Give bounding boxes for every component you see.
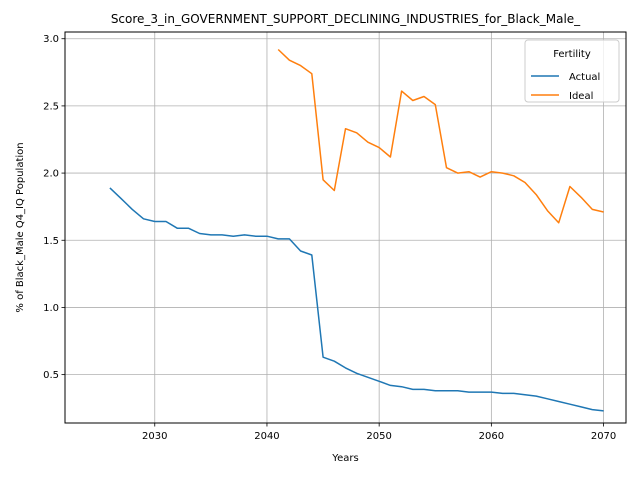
y-tick-label: 3.0 [43, 34, 59, 45]
legend-label: Ideal [569, 91, 593, 102]
series-line-ideal [277, 48, 604, 224]
y-tick-label: 2.0 [43, 169, 59, 180]
y-axis-label: % of Black_Male Q4_IQ Population [15, 142, 26, 312]
y-tick-label: 1.0 [43, 303, 59, 314]
legend-title: Fertility [553, 49, 591, 60]
x-tick-label: 2050 [366, 431, 391, 442]
x-tick-label: 2030 [142, 431, 167, 442]
plot-frame [64, 31, 627, 424]
x-tick-label: 2070 [591, 431, 616, 442]
x-tick-label: 2060 [479, 431, 504, 442]
series-line-actual [109, 187, 604, 412]
legend: Fertility Actual Ideal [524, 39, 620, 103]
chart-title: Score_3_in_GOVERNMENT_SUPPORT_DECLINING_… [111, 12, 581, 26]
series-lines [109, 48, 604, 412]
y-tick-label: 1.5 [43, 236, 59, 247]
y-tick-label: 2.5 [43, 101, 59, 112]
x-axis-label: Years [331, 453, 358, 464]
legend-box [524, 39, 620, 103]
legend-label: Actual [569, 72, 600, 83]
grid [65, 32, 626, 423]
y-axis: 0.5 1.0 1.5 2.0 2.5 3.0 [43, 34, 65, 381]
x-axis: 2030 2040 2050 2060 2070 [142, 423, 616, 442]
y-tick-label: 0.5 [43, 370, 59, 381]
x-tick-label: 2040 [254, 431, 279, 442]
